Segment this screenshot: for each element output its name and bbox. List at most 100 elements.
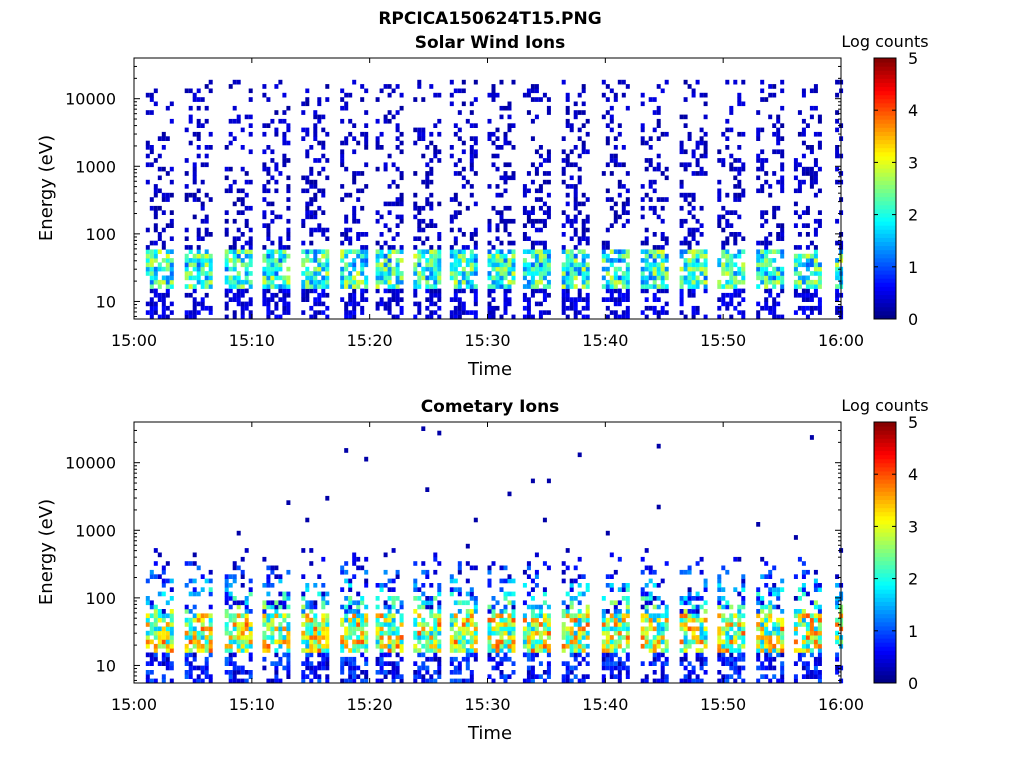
spectrogram-cell (469, 184, 474, 189)
spectrogram-cell (617, 275, 622, 281)
spectrogram-cell (425, 643, 430, 649)
spectrogram-cell (224, 578, 229, 584)
spectrogram-cell (236, 639, 241, 645)
spectrogram-cell (375, 639, 380, 645)
spectrogram-cell (652, 266, 657, 272)
spectrogram-cell (507, 639, 512, 645)
spectrogram-cell (569, 596, 574, 601)
spectrogram-cell (469, 136, 474, 141)
spectrogram-cell (617, 79, 622, 85)
spectrogram-cell (760, 275, 765, 281)
spectrogram-cell (240, 635, 245, 640)
spectrogram-cell (344, 626, 349, 632)
spectrogram-cell (262, 253, 267, 259)
spectrogram-cell (309, 258, 314, 263)
spectrogram-cell (433, 617, 438, 623)
spectrogram-cell (232, 561, 237, 566)
spectrogram-cell (652, 110, 657, 115)
spectrogram-cell (507, 288, 512, 294)
spectrogram-cell (317, 678, 322, 684)
spectrogram-cell (569, 123, 574, 128)
spectrogram-cell (457, 561, 462, 566)
spectrogram-cell (565, 253, 570, 259)
spectrogram-cell (542, 275, 547, 281)
spectrogram-cell (340, 297, 345, 302)
spectrogram-cell (817, 166, 822, 172)
spectrogram-cell (413, 245, 418, 250)
spectrogram-cell (538, 271, 543, 276)
spectrogram-cell (648, 305, 653, 311)
spectrogram-cell (605, 162, 610, 168)
spectrogram-cell (309, 670, 314, 675)
spectrogram-cell (348, 314, 353, 320)
spectrogram-cell (687, 210, 692, 215)
spectrogram-cell (274, 613, 279, 619)
spectrogram-cell (153, 626, 158, 632)
spectrogram-cell (286, 604, 291, 610)
spectrogram-cell (383, 552, 388, 558)
spectrogram-cell (699, 249, 704, 254)
spectrogram-cell (192, 301, 197, 307)
spectrogram-cell (244, 192, 249, 198)
spectrogram-cell (565, 110, 570, 115)
spectrogram-cell (469, 232, 474, 237)
spectrogram-cell (569, 258, 574, 263)
spectrogram-cell (793, 258, 798, 263)
spectrogram-cell (542, 249, 547, 254)
spectrogram-cell (433, 622, 438, 627)
spectrogram-cell (683, 123, 688, 128)
spectrogram-cell (764, 574, 769, 579)
spectrogram-cell (664, 310, 669, 315)
spectrogram-cell (656, 310, 661, 315)
spectrogram-cell (805, 569, 810, 575)
spectrogram-cell (364, 670, 369, 675)
spectrogram-cell (613, 613, 618, 619)
spectrogram-cell (526, 110, 531, 115)
spectrogram-cell (228, 279, 233, 285)
spectrogram-cell (387, 153, 392, 159)
spectrogram-cell (161, 131, 166, 137)
spectrogram-cell (196, 136, 201, 141)
spectrogram-cell (169, 236, 174, 241)
spectrogram-cell (573, 110, 578, 115)
spectrogram-cell (760, 596, 765, 601)
spectrogram-cell (737, 145, 742, 150)
spectrogram-cell (776, 223, 781, 228)
spectrogram-cell (313, 258, 318, 263)
spectrogram-cell (625, 656, 630, 662)
colorbar-segment (874, 638, 896, 643)
spectrogram-cell (282, 275, 287, 281)
spectrogram-cell (660, 253, 665, 259)
spectrogram-cell (625, 652, 630, 658)
spectrogram-cell (270, 149, 275, 155)
spectrogram-cell (240, 210, 245, 215)
spectrogram-cell (387, 617, 392, 623)
spectrogram-cell (617, 131, 622, 137)
spectrogram-cell (561, 630, 566, 636)
spectrogram-cell (192, 253, 197, 259)
spectrogram-cell (835, 656, 840, 662)
spectrogram-cell (717, 578, 722, 584)
spectrogram-cell (286, 670, 291, 675)
spectrogram-cell (188, 674, 193, 679)
spectrogram-cell (565, 548, 570, 553)
spectrogram-cell (577, 639, 582, 645)
spectrogram-cell (542, 600, 547, 606)
spectrogram-cell (286, 140, 291, 146)
spectrogram-cell (613, 158, 618, 163)
spectrogram-cell (465, 639, 470, 645)
spectrogram-cell (511, 266, 516, 272)
spectrogram-cell (413, 262, 418, 268)
spectrogram-cell (360, 131, 365, 137)
spectrogram-cell (153, 613, 158, 619)
spectrogram-cell (429, 301, 434, 307)
spectrogram-cell (266, 223, 271, 228)
spectrogram-cell (153, 275, 158, 281)
spectrogram-cell (729, 665, 734, 671)
spectrogram-cell (695, 310, 700, 315)
spectrogram-cell (473, 609, 478, 614)
spectrogram-cell (360, 279, 365, 285)
spectrogram-cell (248, 179, 253, 185)
spectrogram-cell (737, 266, 742, 272)
spectrogram-cell (309, 275, 314, 281)
